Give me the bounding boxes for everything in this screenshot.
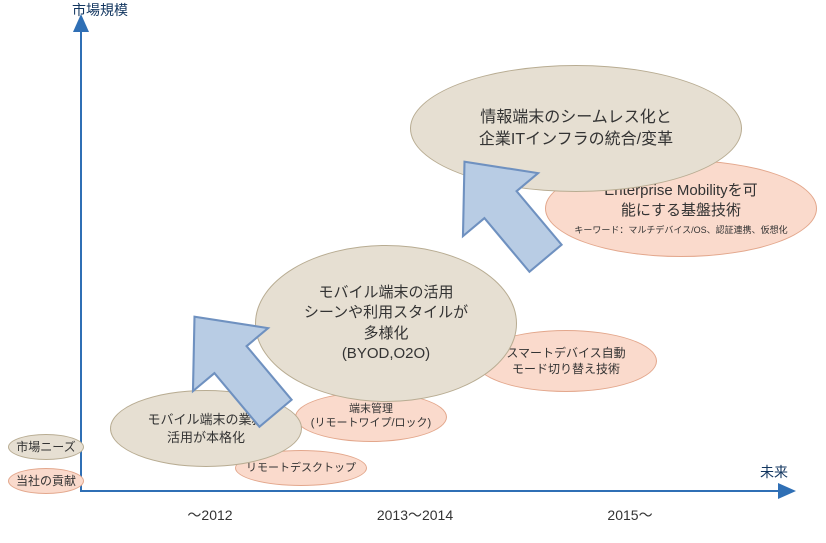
x-tick-2: 2015～ bbox=[580, 505, 680, 525]
legend-market-needs: 市場ニーズ bbox=[8, 434, 84, 460]
block-arrow-2 bbox=[435, 140, 575, 280]
x-axis bbox=[80, 490, 780, 492]
bubble-enterprise-mobility-subtext: キーワード：マルチデバイス/OS、認証連携、仮想化 bbox=[574, 224, 787, 236]
x-tick-1: 2013～2014 bbox=[355, 505, 475, 525]
x-axis-arrowhead bbox=[778, 483, 796, 499]
x-axis-label: 未来 bbox=[760, 462, 788, 482]
y-axis-label: 市場規模 bbox=[72, 0, 128, 20]
x-tick-0: ～2012 bbox=[160, 505, 260, 525]
diagram-stage: 市場規模 未来 ～2012 2013～2014 2015～ 市場ニーズ 当社の貢… bbox=[0, 0, 826, 543]
legend-our-contribution: 当社の貢献 bbox=[8, 468, 84, 494]
y-axis bbox=[80, 28, 82, 490]
block-arrow-1 bbox=[165, 295, 305, 435]
